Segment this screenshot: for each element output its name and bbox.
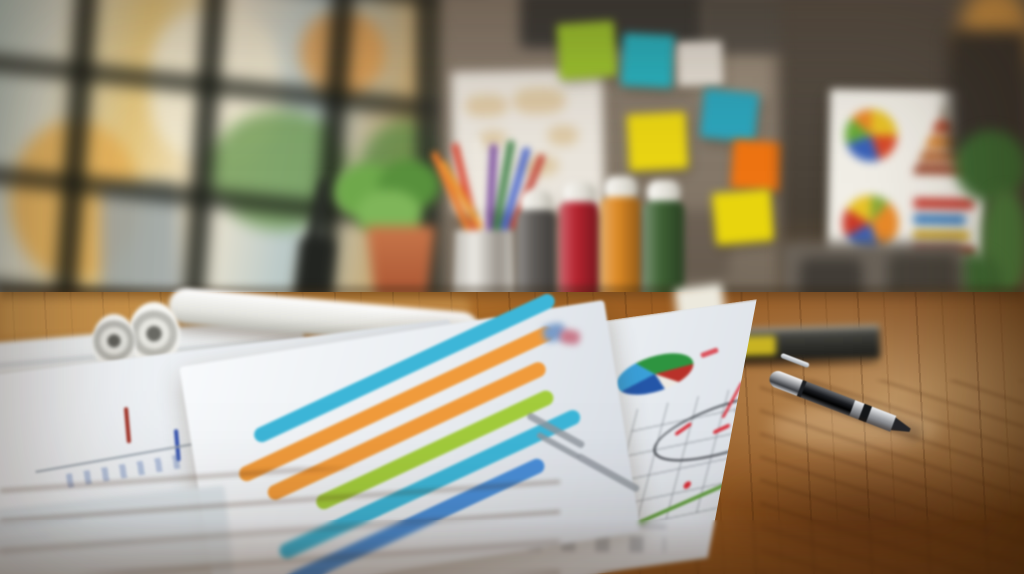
map-continent: [547, 125, 579, 146]
poster-bar-row: [913, 230, 970, 242]
map-continent: [513, 87, 566, 115]
laptop-shadow: [636, 358, 880, 367]
grid-red-dot: [683, 481, 692, 490]
ballpoint-pen: [766, 352, 940, 450]
terracotta-pot: [366, 226, 436, 302]
poster-pie-top-left: [844, 108, 898, 162]
marker-cap: [647, 180, 681, 205]
sticky-note-teal-2: [699, 88, 760, 143]
sticky-note-teal: [620, 32, 676, 89]
map-continent: [465, 94, 508, 118]
sticky-note-yellow: [626, 111, 689, 172]
sticky-note-lime: [556, 20, 618, 80]
front-defocus-strip: [0, 520, 1024, 574]
small-pink-eraser: [559, 328, 581, 346]
line-chart-tick-red: [123, 407, 132, 444]
sticky-note-white: [676, 40, 724, 87]
plant-right-leaf: [955, 130, 1024, 202]
marker-cap: [604, 176, 638, 201]
pen-clip: [780, 352, 810, 369]
sticky-note-yellow-2: [711, 188, 776, 246]
poster-bar-row: [913, 214, 966, 226]
sticky-note-orange: [730, 139, 787, 192]
pie-annotation-red: [700, 347, 719, 358]
plant-pot: [330, 160, 450, 310]
poster-bar-row: [913, 198, 974, 210]
